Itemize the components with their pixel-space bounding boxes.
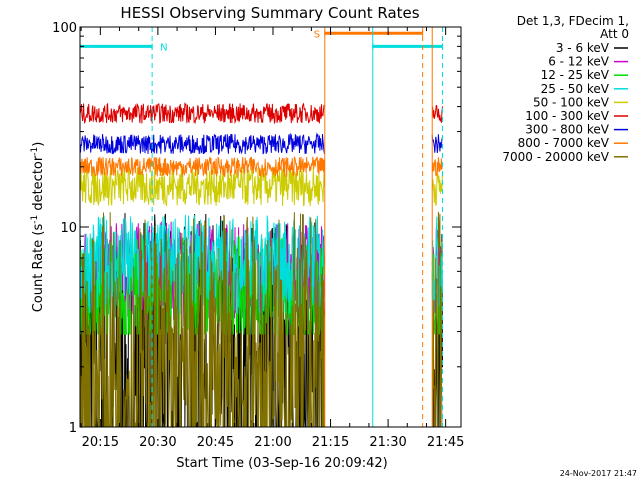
plot-content <box>79 101 443 429</box>
legend-label: 25 - 50 keV <box>541 82 610 96</box>
series-6 <box>79 132 443 156</box>
x-tick-label: 21:30 <box>369 435 406 450</box>
legend-label: 3 - 6 keV <box>556 41 610 55</box>
legend-header-line2: Att 0 <box>600 27 629 41</box>
chart-title: HESSI Observing Summary Count Rates <box>120 4 419 22</box>
series-line <box>431 134 443 154</box>
y-tick-label: 100 <box>52 21 77 36</box>
x-tick-label: 21:15 <box>312 435 349 450</box>
series-line <box>79 212 325 429</box>
series-line <box>79 156 325 178</box>
legend-label: 12 - 25 keV <box>541 68 610 82</box>
x-tick-label: 20:45 <box>197 435 234 450</box>
series-line <box>79 101 325 125</box>
flag-label: S <box>314 29 320 40</box>
x-axis-label: Start Time (03-Sep-16 20:09:42) <box>176 456 387 471</box>
x-tick-label: 20:15 <box>82 435 119 450</box>
series-line <box>431 104 443 123</box>
legend-label: 100 - 300 keV <box>525 109 609 123</box>
footer-date: 24-Nov-2017 21:47 <box>560 469 637 478</box>
series-line <box>432 157 443 177</box>
legend-header-line1: Det 1,3, FDecim 1, <box>517 14 629 28</box>
legend-label: 50 - 100 keV <box>533 95 610 109</box>
legend-label: 6 - 12 keV <box>548 55 610 69</box>
y-axis-label: Count Rate (s-1 detector-1) <box>30 142 46 313</box>
legend-label: 300 - 800 keV <box>525 123 609 137</box>
y-tick-label: 1 <box>69 421 77 436</box>
x-tick-label: 21:45 <box>427 435 464 450</box>
flag-label: N <box>160 42 167 53</box>
legend-label: 800 - 7000 keV <box>518 136 610 150</box>
y-tick-label: 10 <box>60 221 77 236</box>
legend-label: 7000 - 20000 keV <box>502 150 609 164</box>
axis-ticks: 1 10 100 20:15 20:30 20:45 21:00 21:15 21:30 21:4… <box>52 21 464 450</box>
x-tick-label: 20:30 <box>139 435 176 450</box>
series-5 <box>79 101 443 125</box>
x-tick-label: 21:00 <box>254 435 291 450</box>
series-line <box>79 132 325 156</box>
series-7 <box>79 156 443 178</box>
vertical-markers <box>151 27 443 427</box>
series-line <box>79 165 325 207</box>
